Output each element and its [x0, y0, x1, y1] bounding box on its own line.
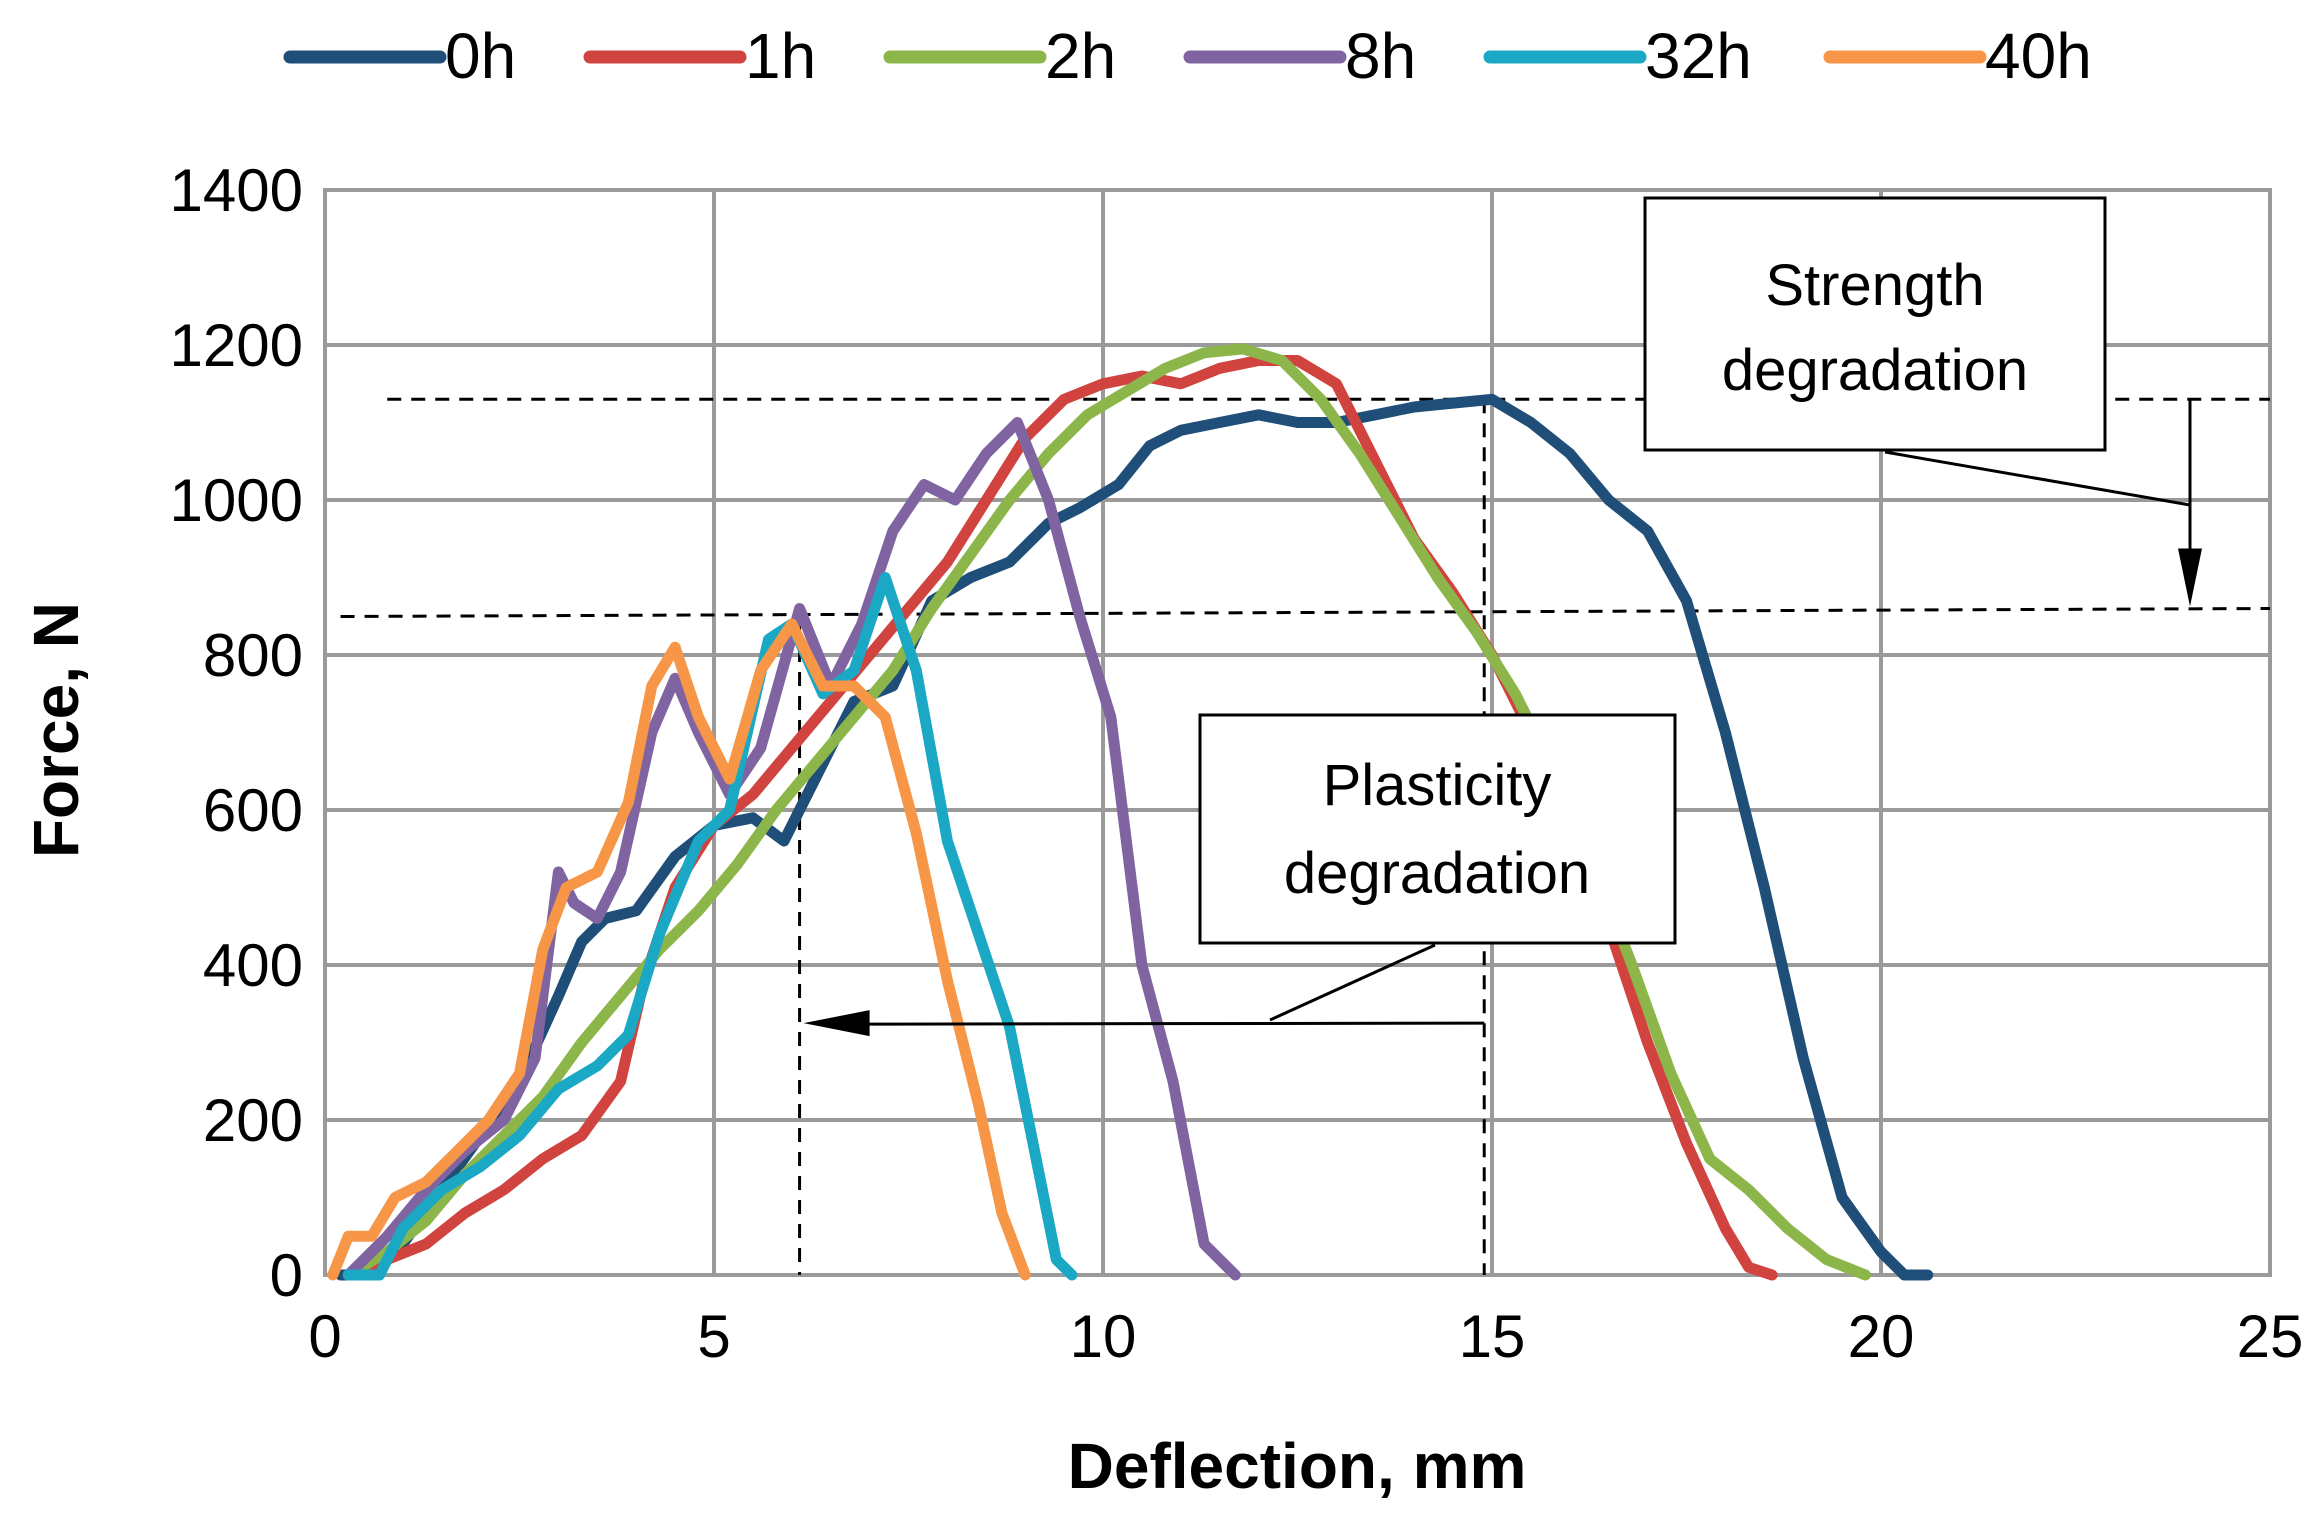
plasticity-arrow-head-icon: [803, 1010, 870, 1037]
plasticity-callout-box: [1198, 713, 1677, 945]
series-line-0h: [335, 393, 1934, 1281]
series-line-8h: [342, 417, 1241, 1281]
plasticity-callout-leader: [1269, 943, 1436, 1022]
annotation-strength: Strength degradation: [1643, 196, 2202, 607]
x-tick-label: 25: [2237, 1303, 2304, 1370]
x-tick-label: 15: [1459, 1303, 1526, 1370]
strength-callout-line-2: degradation: [1722, 338, 2028, 403]
plasticity-arrow-shaft: [859, 1021, 1485, 1026]
x-tick-label: 20: [1848, 1303, 1915, 1370]
strength-arrow-head-icon: [2178, 548, 2202, 607]
plasticity-callout-line-2: degradation: [1284, 841, 1590, 906]
strength-callout-line-1: Strength: [1765, 253, 1984, 318]
legend-label-0h: 0h: [445, 20, 516, 92]
x-tick-label: 5: [697, 1303, 730, 1370]
y-tick-label: 400: [203, 932, 303, 999]
y-tick-label: 200: [203, 1087, 303, 1154]
legend-label-32h: 32h: [1645, 20, 1752, 92]
strength-callout-box: [1643, 196, 2107, 452]
y-tick-label: 0: [270, 1242, 303, 1309]
x-axis-title: Deflection, mm: [1068, 1430, 1527, 1502]
plot-area-frame: [323, 188, 2272, 1277]
strength-callout-leader: [1884, 450, 2191, 507]
legend-label-40h: 40h: [1985, 20, 2092, 92]
y-axis-title: Force, N: [20, 602, 92, 858]
y-tick-label: 1200: [170, 312, 303, 379]
y-tick-label: 800: [203, 622, 303, 689]
x-tick-label: 0: [308, 1303, 341, 1370]
annotation-plasticity: Plasticity degradation: [803, 713, 1677, 1037]
plasticity-callout-line-1: Plasticity: [1323, 753, 1552, 818]
y-tick-label: 1000: [170, 467, 303, 534]
y-axis-ticks: 0 200 400 600 800 1000 1200 1400: [170, 157, 303, 1309]
legend-label-2h: 2h: [1045, 20, 1116, 92]
legend-label-8h: 8h: [1345, 20, 1416, 92]
x-axis-ticks: 0 5 10 15 20 25: [308, 1303, 2303, 1370]
y-tick-label: 1400: [170, 157, 303, 224]
guide-line-strength-bottom: [340, 607, 2271, 618]
legend: 0h 1h 2h 8h 32h 40h: [283, 20, 2092, 92]
legend-label-1h: 1h: [745, 20, 816, 92]
x-tick-label: 10: [1070, 1303, 1137, 1370]
y-tick-label: 600: [203, 777, 303, 844]
series-line-40h: [327, 618, 1031, 1281]
